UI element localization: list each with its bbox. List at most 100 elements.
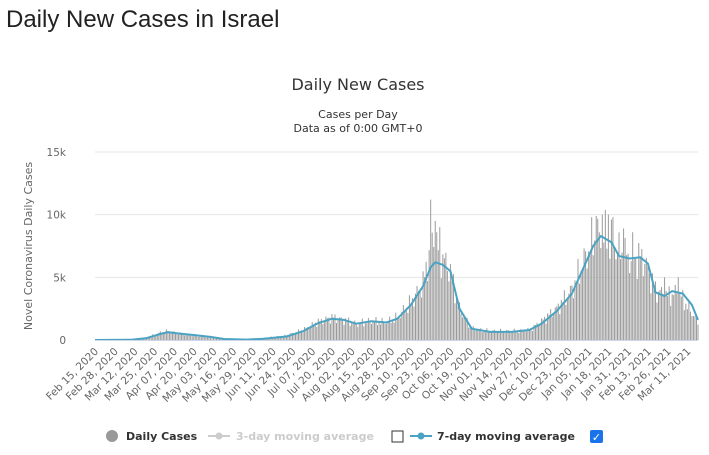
daily-cases-bar: [478, 328, 480, 340]
daily-cases-bar: [606, 248, 608, 340]
daily-cases-bar: [632, 232, 634, 340]
daily-cases-bar: [184, 335, 186, 340]
y-axis-labels: 0 5k 10k 15k: [47, 147, 67, 347]
daily-cases-bar: [332, 317, 334, 340]
daily-cases-bar: [386, 323, 388, 340]
daily-cases-bar: [302, 332, 304, 340]
three-day-average-checkbox[interactable]: [391, 430, 404, 443]
daily-cases-bar: [579, 283, 581, 340]
daily-cases-bar: [595, 215, 597, 340]
daily-cases-bar: [506, 330, 508, 340]
seven-day-legend-marker: [417, 432, 425, 440]
daily-cases-bar: [560, 299, 562, 340]
legend-item-3-day-average[interactable]: 3-day moving average: [208, 430, 374, 443]
daily-cases-bar: [627, 253, 629, 340]
daily-cases-bar: [449, 263, 451, 340]
daily-cases-bar: [617, 254, 618, 340]
daily-cases-bar: [366, 323, 368, 340]
legend-item-daily-cases[interactable]: Daily Cases: [106, 430, 198, 443]
daily-cases-bar: [313, 324, 315, 340]
daily-cases-bar: [518, 332, 520, 340]
daily-cases-bar: [530, 328, 532, 340]
daily-cases-bar: [179, 332, 181, 340]
daily-cases-bar: [159, 331, 161, 340]
daily-cases-bar: [592, 255, 594, 340]
daily-cases-bar: [659, 290, 661, 340]
daily-cases-bar: [524, 331, 526, 340]
daily-cases-bar: [497, 331, 498, 340]
daily-cases-bar: [533, 324, 535, 340]
daily-cases-bar: [651, 273, 653, 340]
daily-cases-bar: [320, 319, 322, 340]
daily-cases-bar: [319, 321, 321, 340]
daily-cases-bar: [364, 322, 366, 340]
daily-cases-bar: [363, 326, 365, 340]
daily-cases-bar: [293, 333, 295, 340]
daily-cases-bar: [301, 330, 303, 340]
daily-cases-bar: [527, 327, 529, 340]
daily-cases-bar: [618, 232, 620, 340]
daily-cases-bar: [158, 332, 160, 340]
daily-cases-bar: [437, 250, 439, 340]
seven-day-average-checkbox[interactable]: ✓: [590, 430, 603, 444]
daily-cases-bar: [553, 313, 555, 340]
daily-cases-bar: [156, 333, 158, 340]
daily-cases-bar: [638, 242, 640, 340]
daily-cases-bar: [328, 317, 330, 340]
daily-cases-bar: [601, 214, 603, 340]
daily-cases-bar: [217, 338, 219, 340]
daily-cases-bar: [641, 249, 643, 340]
legend-label-daily-cases: Daily Cases: [126, 430, 198, 443]
daily-cases-bar: [475, 330, 477, 340]
legend-item-7-day-average[interactable]: 7-day moving average: [410, 430, 575, 443]
daily-cases-bar: [396, 317, 398, 340]
daily-cases-bar: [534, 324, 536, 340]
daily-cases-bar: [668, 286, 670, 340]
daily-cases-bar: [305, 327, 307, 340]
daily-cases-bar: [500, 328, 502, 340]
daily-cases-bar: [538, 325, 540, 340]
daily-cases-bar: [405, 307, 407, 340]
daily-cases-bar: [398, 316, 400, 340]
daily-cases-bar: [554, 307, 556, 340]
daily-cases-bar: [209, 337, 211, 340]
seven-day-checkbox-box: [590, 430, 603, 443]
daily-cases-bar: [219, 338, 221, 340]
daily-cases-bar: [377, 325, 379, 340]
daily-cases-bar: [428, 250, 430, 340]
daily-cases-bar: [644, 263, 646, 340]
daily-cases-bar: [411, 298, 413, 340]
daily-cases-bar: [367, 317, 369, 340]
daily-cases-bar: [325, 316, 327, 340]
daily-cases-bar: [451, 275, 453, 340]
daily-cases-bar: [170, 332, 172, 340]
checkmark-icon: ✓: [592, 431, 601, 444]
daily-cases-bar: [390, 323, 392, 340]
daily-cases-bar: [383, 322, 385, 340]
daily-cases-bar: [492, 330, 494, 340]
daily-cases-bar: [629, 273, 631, 340]
daily-cases-bar: [343, 324, 345, 340]
legend: Daily Cases 3-day moving average 7-day m…: [106, 430, 603, 444]
daily-cases-bar: [501, 331, 503, 340]
daily-cases-bar: [551, 316, 553, 340]
daily-cases-bar: [176, 333, 178, 340]
daily-cases-bar: [594, 240, 596, 340]
daily-cases-bar: [542, 319, 544, 340]
daily-cases-bar: [682, 290, 684, 340]
daily-cases-bar: [402, 304, 404, 340]
daily-cases-bar: [645, 257, 647, 340]
daily-cases-bar: [436, 232, 438, 340]
daily-cases-bar: [456, 294, 457, 340]
daily-cases-bar: [658, 291, 660, 340]
daily-cases-bar: [331, 314, 333, 340]
daily-cases-bar: [337, 319, 339, 340]
daily-cases-bar: [307, 327, 309, 340]
daily-cases-bar: [349, 325, 351, 340]
daily-cases-bar: [522, 330, 524, 340]
daily-cases-bar: [603, 242, 605, 340]
daily-cases-bar: [178, 334, 180, 340]
y-tick-label: 5k: [53, 272, 67, 284]
daily-cases-bar: [181, 334, 183, 340]
daily-cases-bar: [346, 321, 348, 340]
